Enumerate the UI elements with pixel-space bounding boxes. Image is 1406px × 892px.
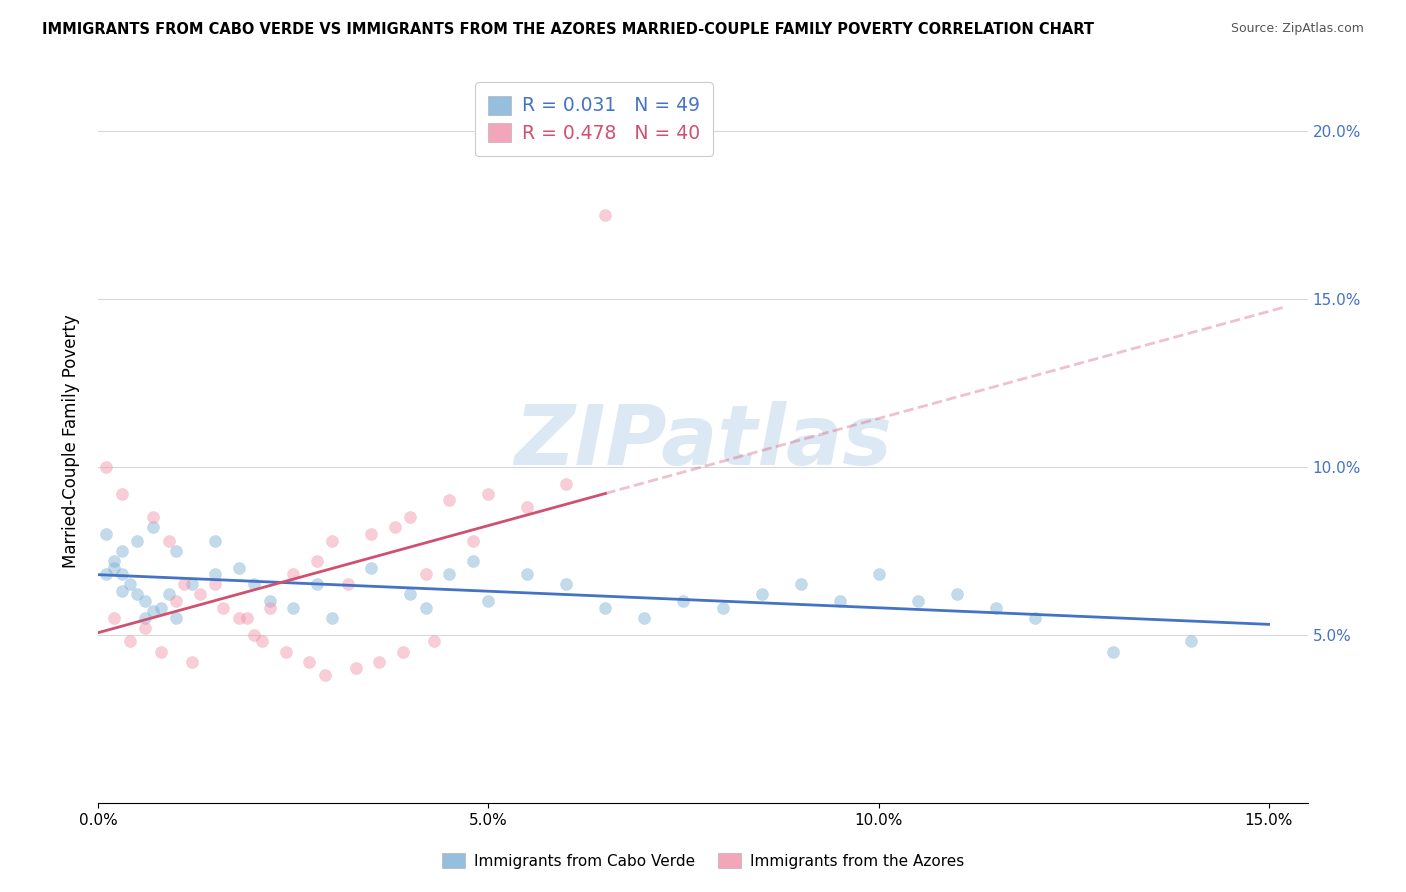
Point: [111, 584, 134, 599]
Point: [103, 611, 125, 625]
Point: [461, 554, 484, 568]
Point: [439, 567, 461, 582]
Point: [188, 587, 211, 601]
Point: [243, 577, 266, 591]
Point: [96, 459, 118, 474]
Point: [384, 520, 406, 534]
Point: [751, 587, 773, 601]
Point: [212, 600, 235, 615]
Point: [477, 486, 499, 500]
Point: [157, 587, 180, 601]
Text: IMMIGRANTS FROM CABO VERDE VS IMMIGRANTS FROM THE AZORES MARRIED-COUPLE FAMILY P: IMMIGRANTS FROM CABO VERDE VS IMMIGRANTS…: [42, 22, 1094, 37]
Point: [1101, 644, 1123, 658]
Point: [134, 594, 156, 608]
Point: [111, 486, 134, 500]
Point: [149, 600, 172, 615]
Point: [344, 661, 367, 675]
Point: [360, 527, 382, 541]
Point: [298, 655, 321, 669]
Point: [228, 611, 250, 625]
Point: [1180, 634, 1202, 648]
Point: [415, 567, 437, 582]
Point: [321, 533, 343, 548]
Legend: Immigrants from Cabo Verde, Immigrants from the Azores: Immigrants from Cabo Verde, Immigrants f…: [436, 847, 970, 875]
Point: [868, 567, 890, 582]
Point: [103, 554, 125, 568]
Point: [305, 577, 328, 591]
Point: [555, 476, 578, 491]
Point: [321, 611, 343, 625]
Point: [945, 587, 967, 601]
Point: [142, 604, 165, 618]
Point: [305, 554, 328, 568]
Point: [142, 510, 165, 524]
Point: [204, 577, 226, 591]
Point: [103, 560, 125, 574]
Point: [134, 621, 156, 635]
Point: [96, 527, 118, 541]
Point: [204, 533, 226, 548]
Point: [111, 567, 134, 582]
Point: [595, 600, 617, 615]
Point: [516, 567, 538, 582]
Point: [118, 634, 141, 648]
Point: [165, 594, 187, 608]
Point: [555, 577, 578, 591]
Point: [259, 600, 281, 615]
Point: [828, 594, 851, 608]
Point: [142, 520, 165, 534]
Point: [439, 493, 461, 508]
Point: [711, 600, 734, 615]
Point: [127, 587, 149, 601]
Point: [516, 500, 538, 514]
Text: Source: ZipAtlas.com: Source: ZipAtlas.com: [1230, 22, 1364, 36]
Point: [461, 533, 484, 548]
Point: [157, 533, 180, 548]
Point: [283, 600, 305, 615]
Point: [204, 567, 226, 582]
Point: [391, 644, 413, 658]
Point: [252, 634, 274, 648]
Point: [789, 577, 811, 591]
Point: [337, 577, 360, 591]
Point: [423, 634, 446, 648]
Point: [181, 655, 204, 669]
Point: [165, 543, 187, 558]
Point: [314, 668, 336, 682]
Point: [96, 567, 118, 582]
Point: [228, 560, 250, 574]
Point: [595, 208, 617, 222]
Point: [368, 655, 391, 669]
Point: [399, 587, 422, 601]
Point: [149, 644, 172, 658]
Text: ZIPatlas: ZIPatlas: [515, 401, 891, 482]
Point: [111, 543, 134, 558]
Point: [165, 611, 187, 625]
Point: [274, 644, 297, 658]
Point: [127, 533, 149, 548]
Point: [118, 577, 141, 591]
Point: [399, 510, 422, 524]
Point: [672, 594, 695, 608]
Point: [1024, 611, 1046, 625]
Point: [243, 628, 266, 642]
Point: [477, 594, 499, 608]
Point: [283, 567, 305, 582]
Point: [415, 600, 437, 615]
Point: [181, 577, 204, 591]
Point: [984, 600, 1007, 615]
Point: [907, 594, 929, 608]
Point: [259, 594, 281, 608]
Point: [173, 577, 195, 591]
Point: [134, 611, 156, 625]
Point: [235, 611, 257, 625]
Y-axis label: Married-Couple Family Poverty: Married-Couple Family Poverty: [62, 315, 80, 568]
Point: [633, 611, 655, 625]
Point: [360, 560, 382, 574]
